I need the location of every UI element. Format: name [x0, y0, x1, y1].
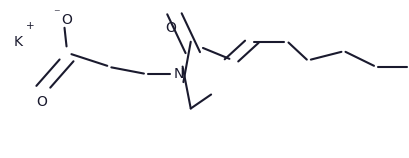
Text: O: O	[61, 13, 72, 27]
Text: N: N	[173, 67, 183, 81]
Text: +: +	[25, 21, 34, 31]
Text: ⁻: ⁻	[53, 7, 60, 20]
Text: O: O	[164, 21, 175, 35]
Text: K: K	[13, 35, 22, 49]
Text: O: O	[36, 95, 47, 109]
